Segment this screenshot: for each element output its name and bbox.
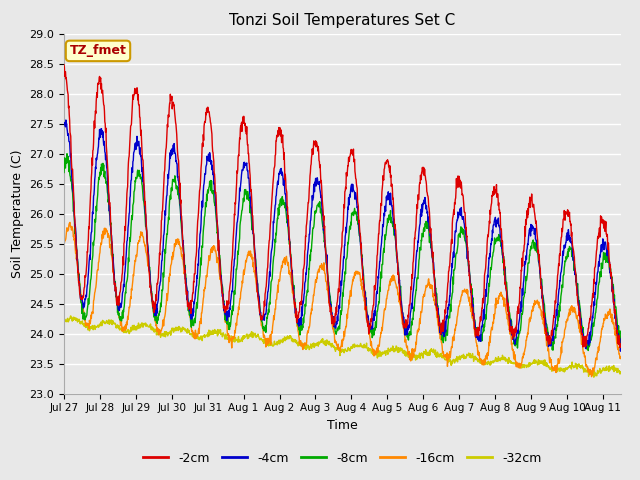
-32cm [60,319,68,325]
-32cm [272,341,280,347]
-8cm [60,169,68,175]
-32cm [590,374,598,380]
-32cm [161,330,168,336]
-2cm [160,175,168,181]
Title: Tonzi Soil Temperatures Set C: Tonzi Soil Temperatures Set C [229,13,456,28]
-4cm [617,345,625,351]
-32cm [617,369,625,375]
Line: -4cm: -4cm [64,120,621,351]
-4cm [272,202,280,207]
-2cm [543,337,551,343]
-2cm [221,309,228,314]
-2cm [271,153,279,158]
Line: -2cm: -2cm [64,65,621,348]
-4cm [482,293,490,299]
-16cm [221,315,229,321]
-16cm [171,244,179,250]
-32cm [543,361,551,367]
-16cm [588,374,595,380]
-32cm [171,325,179,331]
-2cm [617,344,625,350]
Y-axis label: Soil Temperature (C): Soil Temperature (C) [11,149,24,278]
-32cm [482,360,490,366]
-16cm [482,353,490,359]
-8cm [272,240,280,245]
-8cm [171,173,179,179]
-4cm [161,227,168,233]
-16cm [543,342,551,348]
-4cm [62,117,70,123]
-32cm [221,336,229,342]
Line: -8cm: -8cm [64,154,621,350]
-8cm [63,151,71,156]
-8cm [221,317,229,323]
Legend: -2cm, -4cm, -8cm, -16cm, -32cm: -2cm, -4cm, -8cm, -16cm, -32cm [138,447,547,469]
-16cm [60,243,68,249]
Line: -16cm: -16cm [64,222,621,377]
Line: -32cm: -32cm [64,316,621,377]
-8cm [543,324,551,330]
-8cm [482,312,490,318]
-4cm [60,120,68,126]
-16cm [272,306,280,312]
-16cm [66,219,74,225]
-8cm [584,348,592,353]
-16cm [617,356,625,361]
X-axis label: Time: Time [327,419,358,432]
-16cm [161,315,168,321]
-2cm [60,62,68,68]
Text: TZ_fmet: TZ_fmet [70,44,127,58]
-8cm [161,263,168,268]
-4cm [616,348,624,354]
-4cm [171,151,179,156]
-2cm [481,267,489,273]
-4cm [543,330,551,336]
-8cm [617,346,625,352]
-4cm [221,310,229,315]
-2cm [171,108,179,113]
-2cm [616,345,623,350]
-32cm [67,313,75,319]
